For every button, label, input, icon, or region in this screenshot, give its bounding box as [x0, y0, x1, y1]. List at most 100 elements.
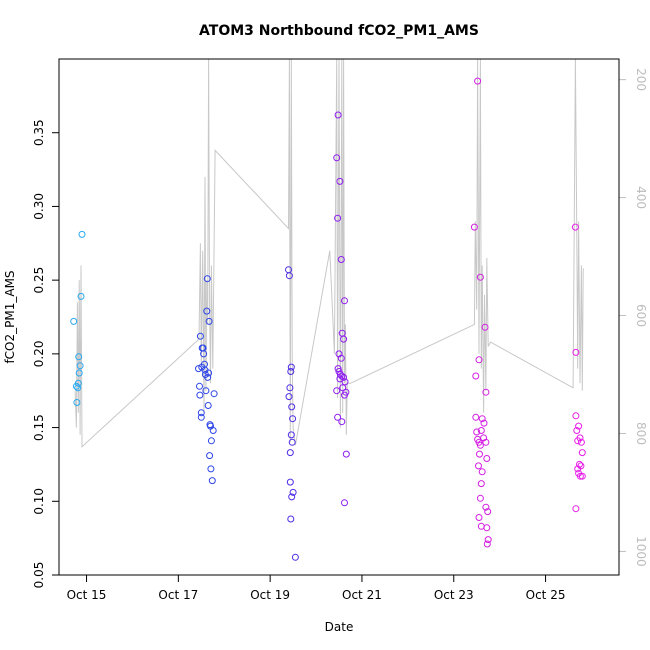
data-point-s3-p21 — [338, 418, 346, 426]
data-point-s5-p8 — [578, 449, 586, 457]
data-point-s3-p10 — [334, 365, 342, 373]
data-point-s0-p6 — [76, 362, 84, 370]
data-point-s1-p19 — [206, 452, 214, 460]
data-point-s5-p3 — [573, 427, 581, 434]
data-point-s3-p1 — [334, 111, 342, 119]
data-point-s2-p14 — [287, 515, 295, 523]
y2-tick-label-1: 400 — [634, 186, 648, 209]
data-point-s4-p8 — [478, 415, 486, 423]
x-tick-label-3: Oct 21 — [342, 588, 382, 602]
data-point-s3-p15 — [341, 378, 349, 386]
data-point-s4-p24 — [484, 508, 492, 516]
y2-tick-label-0: 200 — [634, 68, 648, 91]
data-point-s3-p19 — [342, 388, 350, 396]
data-point-s4-p6 — [482, 388, 490, 396]
data-point-s3-p5 — [341, 297, 348, 305]
data-point-s5-p11 — [577, 462, 585, 470]
data-point-s0-p9 — [74, 379, 82, 387]
data-point-s4-p9 — [480, 419, 488, 427]
x-tick-label-5: Oct 25 — [526, 588, 566, 602]
data-point-s4-p16 — [482, 438, 490, 446]
data-point-s0-p4 — [75, 353, 83, 361]
y-axis-label: fCO2_PM1_AMS — [3, 270, 17, 363]
data-point-s5-p4 — [575, 422, 583, 430]
data-point-s5-p14 — [578, 472, 586, 480]
data-point-s3-p14 — [340, 373, 348, 381]
data-point-s2-p11 — [286, 478, 294, 486]
data-point-s5-p15 — [572, 505, 580, 513]
data-point-s2-p15 — [291, 553, 299, 561]
data-point-s4-p14 — [476, 441, 484, 449]
data-point-s2-p5 — [287, 363, 295, 371]
y-tick-label-2: 0.15 — [32, 414, 46, 441]
x-axis-label: Date — [325, 620, 354, 634]
data-point-s4-p22 — [476, 494, 484, 502]
y-tick-label-5: 0.30 — [32, 193, 46, 220]
data-point-s5-p13 — [576, 472, 584, 480]
data-point-s0-p5 — [75, 369, 83, 377]
data-point-s4-p11 — [477, 427, 485, 434]
data-point-s1-p25 — [209, 427, 217, 434]
data-point-s0-p0 — [70, 317, 78, 325]
data-point-s1-p22 — [207, 465, 215, 473]
data-point-s3-p2 — [334, 214, 342, 222]
axes-layer: Oct 15 Oct 17 Oct 19 Oct 21 Oct 23 Oct 25 0.05… — [32, 68, 648, 602]
data-point-s1-p16 — [204, 373, 212, 381]
data-point-s5-p9 — [576, 460, 583, 468]
y-tick-label-0: 0.05 — [32, 562, 46, 589]
data-point-s4-p7 — [472, 413, 480, 421]
data-point-s5-p6 — [576, 434, 584, 442]
data-point-s3-p4 — [337, 256, 345, 263]
x-tick-label-2: Oct 19 — [250, 588, 290, 602]
y-tick-label-3: 0.20 — [32, 341, 46, 368]
plot-frame — [58, 58, 620, 576]
data-point-s3-p20 — [334, 413, 342, 421]
data-point-s1-p5 — [197, 413, 205, 421]
data-point-s0-p2 — [73, 399, 81, 406]
data-point-s4-p25 — [475, 514, 483, 521]
data-point-s1-p1 — [196, 382, 203, 390]
data-point-s2-p9 — [288, 438, 296, 446]
data-point-s1-p18 — [205, 317, 213, 325]
data-point-s1-p13 — [202, 387, 210, 395]
data-point-s2-p8 — [287, 431, 295, 439]
x-tick-label-4: Oct 23 — [434, 588, 474, 602]
data-point-s2-p7 — [286, 449, 294, 457]
y2-tick-label-3: 800 — [634, 422, 648, 445]
data-point-s1-p27 — [204, 402, 212, 409]
data-point-s4-p5 — [472, 372, 480, 380]
data-point-s4-p23 — [482, 503, 490, 511]
data-point-s4-p28 — [484, 536, 492, 544]
data-point-s1-p0 — [195, 365, 202, 373]
y2-tick-label-2: 600 — [634, 304, 648, 327]
data-point-s2-p1 — [285, 272, 293, 280]
data-point-s4-p21 — [477, 480, 485, 488]
data-point-s2-p13 — [288, 493, 296, 501]
y-tick-label-1: 0.10 — [32, 488, 46, 515]
data-point-s3-p3 — [336, 177, 344, 185]
data-point-s0-p7 — [77, 292, 85, 300]
data-point-s2-p10 — [289, 415, 297, 423]
altitude-line-layer — [74, 59, 584, 448]
data-point-s5-p0 — [571, 223, 579, 231]
data-point-s4-p4 — [475, 356, 483, 364]
data-point-s0-p8 — [78, 230, 86, 238]
x-tick-label-0: Oct 15 — [67, 588, 107, 602]
data-point-s4-p29 — [483, 540, 491, 548]
data-point-s2-p3 — [286, 384, 294, 392]
data-point-s4-p10 — [473, 428, 481, 436]
y2-tick-label-4: 1000 — [634, 536, 648, 567]
data-point-s2-p12 — [289, 488, 297, 496]
data-point-s4-p2 — [476, 273, 484, 281]
y-tick-label-6: 0.35 — [32, 119, 46, 146]
data-point-s4-p20 — [478, 468, 486, 476]
data-point-s2-p4 — [287, 368, 295, 375]
data-point-s1-p2 — [196, 391, 204, 399]
data-point-s3-p9 — [337, 354, 345, 362]
data-point-s3-p22 — [342, 450, 350, 458]
data-point-s1-p4 — [197, 409, 205, 417]
x-tick-label-1: Oct 17 — [158, 588, 198, 602]
data-point-s3-p16 — [333, 387, 341, 395]
data-point-s3-p0 — [333, 154, 341, 162]
